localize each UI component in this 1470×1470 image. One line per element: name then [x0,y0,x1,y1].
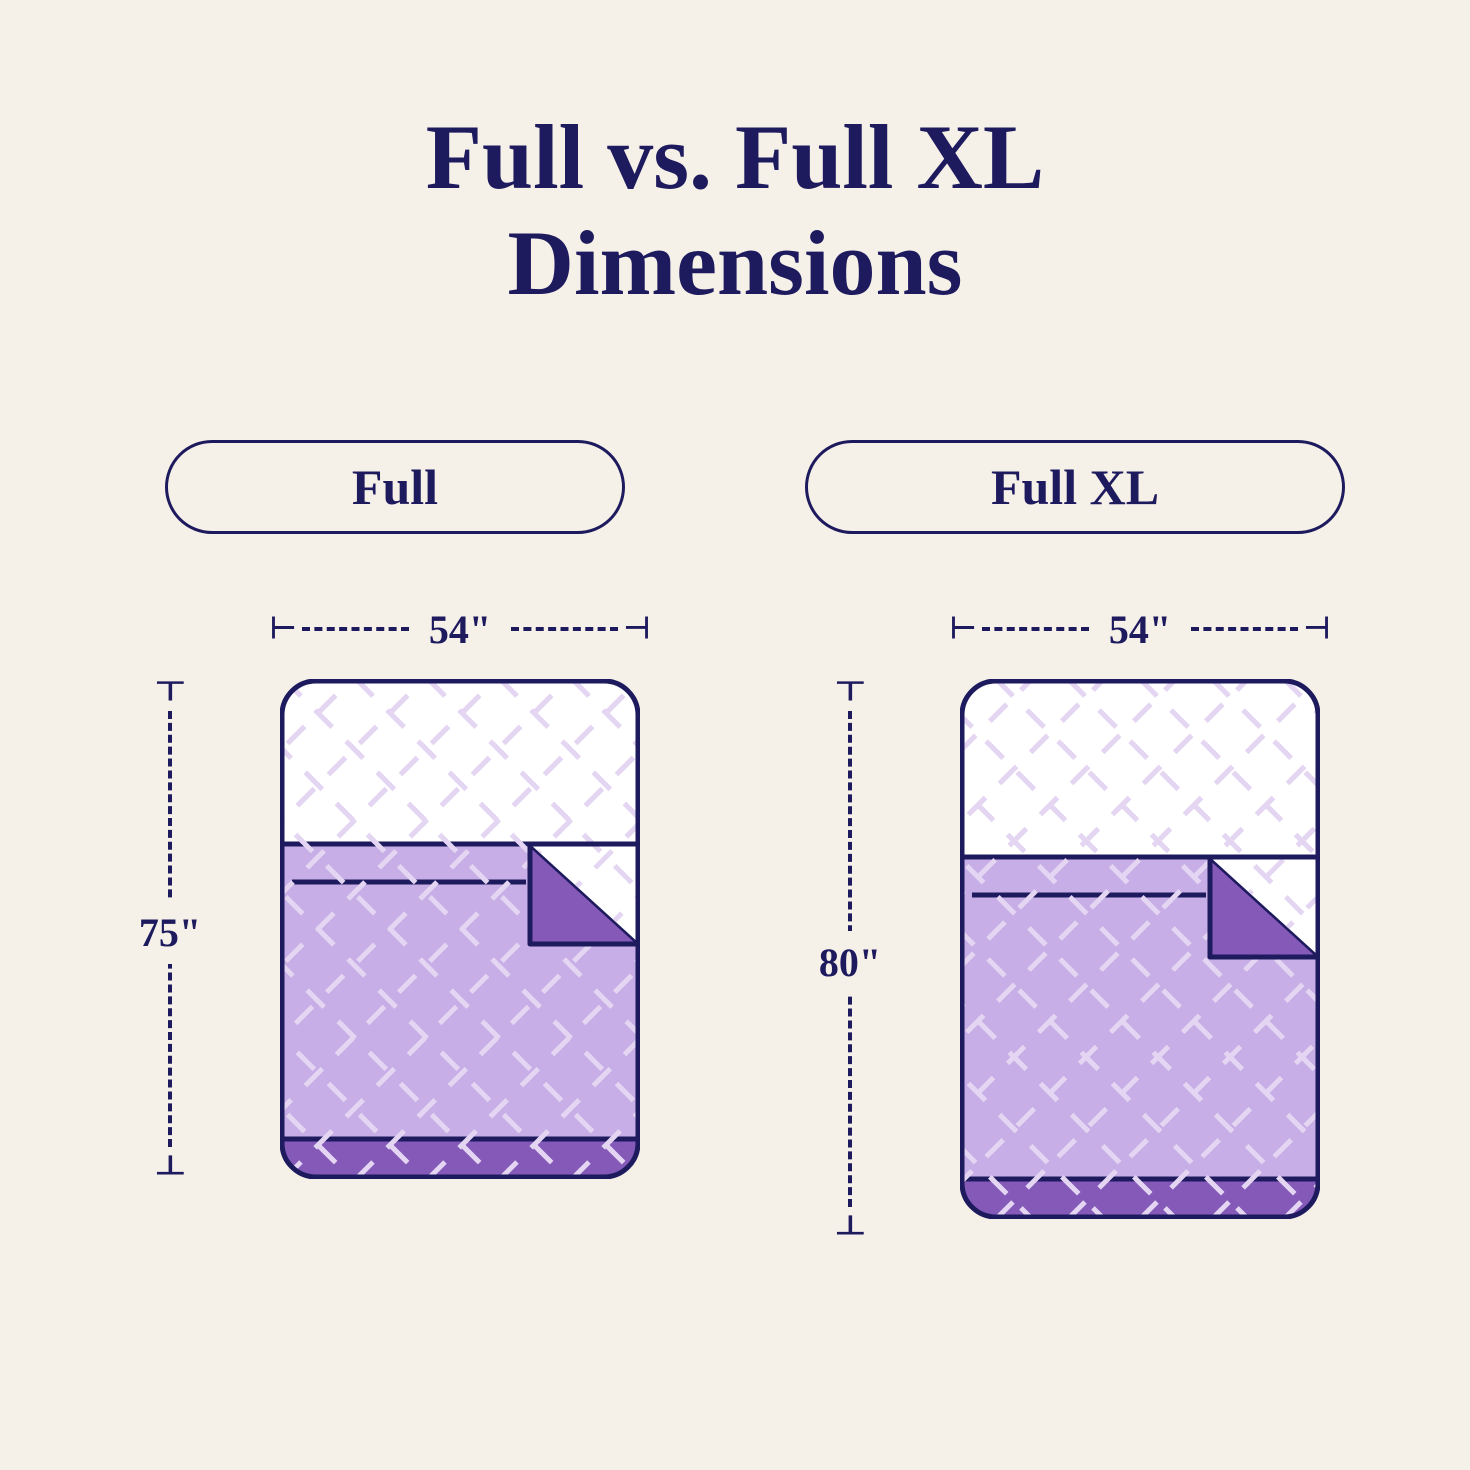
height-label-fullxl: 80" [794,931,906,994]
tick-icon: ⊥ [834,1213,866,1239]
dash-line [511,627,618,631]
col-full: Full ⊢ 54" ⊣ ⊤ ⊥ 75" [100,440,690,1239]
height-ruler-fullxl: ⊤ ⊥ 80" [830,679,870,1239]
tick-icon: ⊥ [154,1153,186,1179]
pill-full: Full [165,440,625,534]
height-label-full: 75" [114,901,226,964]
width-label-fullxl: 54" [1095,606,1185,653]
tick-icon: ⊣ [624,614,650,644]
dash-line [982,627,1089,631]
width-ruler-full: ⊢ 54" ⊣ [270,609,650,649]
mattress-fullxl [960,679,1320,1224]
title-line-2: Dimensions [0,211,1470,317]
diagram-full: ⊢ 54" ⊣ ⊤ ⊥ 75" [150,609,640,1179]
pill-fullxl: Full XL [805,440,1345,534]
pill-full-label: Full [352,458,438,516]
diagram-fullxl: ⊢ 54" ⊣ ⊤ ⊥ 80" [830,609,1320,1239]
height-ruler-full: ⊤ ⊥ 75" [150,679,190,1179]
tick-icon: ⊢ [270,614,296,644]
tick-icon: ⊢ [950,614,976,644]
main-title: Full vs. Full XL Dimensions [0,105,1470,317]
title-line-1: Full vs. Full XL [0,105,1470,211]
col-fullxl: Full XL ⊢ 54" ⊣ ⊤ ⊥ 80" [780,440,1370,1239]
dash-line [1191,627,1298,631]
columns: Full ⊢ 54" ⊣ ⊤ ⊥ 75" [100,440,1370,1239]
tick-icon: ⊤ [154,679,186,705]
width-label-full: 54" [415,606,505,653]
pill-fullxl-label: Full XL [991,458,1159,516]
width-ruler-fullxl: ⊢ 54" ⊣ [950,609,1330,649]
dash-line [302,627,409,631]
tick-icon: ⊤ [834,679,866,705]
mattress-full [280,679,640,1184]
tick-icon: ⊣ [1304,614,1330,644]
